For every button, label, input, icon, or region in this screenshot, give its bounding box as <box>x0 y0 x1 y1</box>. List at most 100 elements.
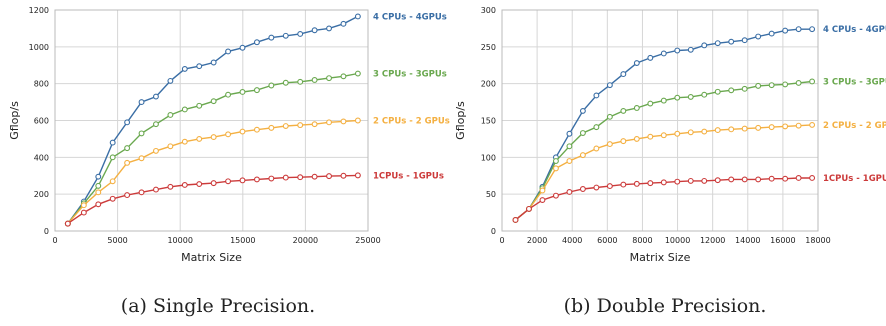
series-3-cpus-3gpus: 3 CPUs - 3GPUs <box>64 70 447 227</box>
x-tick-label: 6000 <box>597 236 617 245</box>
x-axis-label: Matrix Size <box>181 251 242 264</box>
data-point <box>768 175 775 182</box>
data-point <box>795 122 802 129</box>
data-point <box>660 97 667 104</box>
chart-single-precision: 0 200 400 600 800 1000 1200 0 5000 10000 15000 2000… <box>8 6 450 317</box>
data-point <box>728 176 735 183</box>
data-point <box>297 122 304 129</box>
data-point <box>714 88 721 95</box>
data-point <box>225 131 232 138</box>
data-point <box>593 92 600 99</box>
data-point <box>674 47 681 54</box>
data-point <box>552 165 559 172</box>
data-point <box>196 135 203 142</box>
data-point <box>633 180 640 187</box>
y-tick-label: 50 <box>486 190 496 199</box>
data-point <box>809 175 816 181</box>
data-point <box>539 197 546 204</box>
y-tick-label: 600 <box>34 117 49 126</box>
data-point <box>282 79 289 86</box>
y-tick-label: 200 <box>481 80 496 89</box>
data-point <box>181 182 188 188</box>
data-point <box>340 73 347 80</box>
data-point <box>620 181 627 188</box>
data-point <box>539 187 546 194</box>
x-tick-label: 2000 <box>527 236 547 245</box>
y-tick-label: 1000 <box>29 43 49 52</box>
plot-area <box>54 9 369 232</box>
y-tick-label: 0 <box>44 227 49 236</box>
y-tick-label: 800 <box>34 80 49 89</box>
data-point <box>124 192 131 199</box>
x-tick-label: 14000 <box>735 236 760 245</box>
data-point <box>687 177 694 184</box>
data-point <box>660 179 667 186</box>
data-point <box>593 184 600 191</box>
y-tick-label: 1200 <box>29 6 49 15</box>
data-point <box>606 183 613 190</box>
data-point <box>167 77 174 84</box>
x-tick-label: 5000 <box>107 236 127 245</box>
data-point <box>109 139 116 146</box>
data-point <box>196 102 203 109</box>
data-point <box>95 189 102 196</box>
x-tick-label: 0 <box>499 236 504 245</box>
data-point <box>196 63 203 70</box>
x-tick-label: 18000 <box>805 236 830 245</box>
data-point <box>340 172 347 179</box>
x-axis-label: Matrix Size <box>630 251 691 264</box>
data-point <box>225 48 232 55</box>
data-point <box>297 174 304 181</box>
data-point <box>109 178 116 185</box>
data-point <box>701 91 708 98</box>
data-point <box>741 85 748 92</box>
data-point <box>153 147 159 154</box>
data-point <box>714 40 721 47</box>
data-point <box>647 54 654 61</box>
series-label: 2 CPUs - 2 GPUs <box>373 117 450 127</box>
data-point <box>124 119 131 126</box>
data-point <box>606 113 613 120</box>
data-point <box>282 32 289 39</box>
data-point <box>354 172 361 179</box>
x-tick-label: 15000 <box>230 236 255 245</box>
data-point <box>138 155 145 162</box>
data-point <box>795 26 802 33</box>
data-point <box>633 135 640 142</box>
data-point <box>181 65 188 72</box>
data-point <box>326 75 332 82</box>
data-point <box>566 143 573 150</box>
data-point <box>647 180 654 187</box>
data-point <box>647 100 654 107</box>
data-point <box>225 91 232 98</box>
y-tick-label: 100 <box>481 153 496 162</box>
data-point <box>326 119 332 126</box>
x-tick-label: 16000 <box>770 236 795 245</box>
data-point <box>167 143 174 150</box>
data-point <box>552 192 559 199</box>
data-point <box>354 70 361 77</box>
data-point <box>660 132 667 139</box>
y-tick-label: 250 <box>481 43 496 52</box>
x-tick-label: 8000 <box>632 236 652 245</box>
data-point <box>95 173 102 180</box>
data-point <box>239 89 246 95</box>
data-point <box>620 138 627 145</box>
data-point <box>210 98 217 105</box>
figure-caption: (b) Double Precision. <box>564 295 767 317</box>
data-point <box>728 126 735 133</box>
data-point <box>326 25 332 32</box>
data-point <box>687 46 694 53</box>
y-tick-label: 0 <box>491 227 496 236</box>
data-point <box>138 189 145 196</box>
data-point <box>153 121 159 128</box>
data-point <box>80 202 87 209</box>
data-point <box>552 158 559 164</box>
data-point <box>782 175 789 182</box>
x-tick-label: 25000 <box>355 236 380 245</box>
x-tick-label: 10000 <box>167 236 192 245</box>
data-point <box>741 176 748 183</box>
data-point <box>210 180 217 187</box>
data-point <box>809 78 816 85</box>
data-point <box>741 37 748 44</box>
